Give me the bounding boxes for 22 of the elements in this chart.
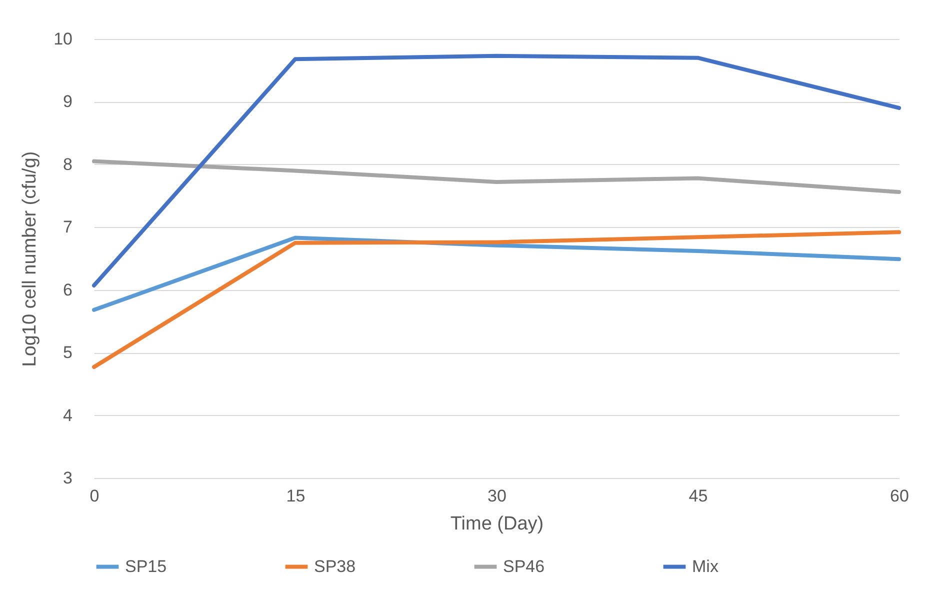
x-tick-label: 30 — [488, 486, 506, 506]
x-tick-label: 45 — [688, 486, 708, 506]
legend-label: Mix — [692, 556, 719, 576]
line-series — [92, 159, 901, 194]
y-tick-label: 7 — [63, 218, 72, 237]
y-tick-label: 9 — [63, 92, 72, 112]
line-series — [92, 230, 901, 369]
y-tick-label: 8 — [63, 154, 72, 174]
x-axis-title: Time (Day) — [450, 514, 544, 534]
y-tick-label: 5 — [63, 343, 72, 362]
legend-label: SP38 — [314, 556, 356, 576]
legend-label: SP46 — [503, 556, 545, 576]
y-tick-label: 6 — [63, 280, 72, 300]
y-tick-label: 4 — [63, 406, 72, 425]
legend-label: SP15 — [125, 556, 167, 576]
x-tick-label: 15 — [286, 486, 306, 506]
y-tick-label: 3 — [63, 468, 72, 488]
y-tick-label: 10 — [54, 30, 72, 48]
line-series — [92, 54, 901, 288]
y-axis-title: Log10 cell number (cfu/g) — [20, 151, 41, 367]
x-tick-label: 0 — [90, 486, 100, 506]
x-tick-label: 60 — [890, 486, 909, 506]
